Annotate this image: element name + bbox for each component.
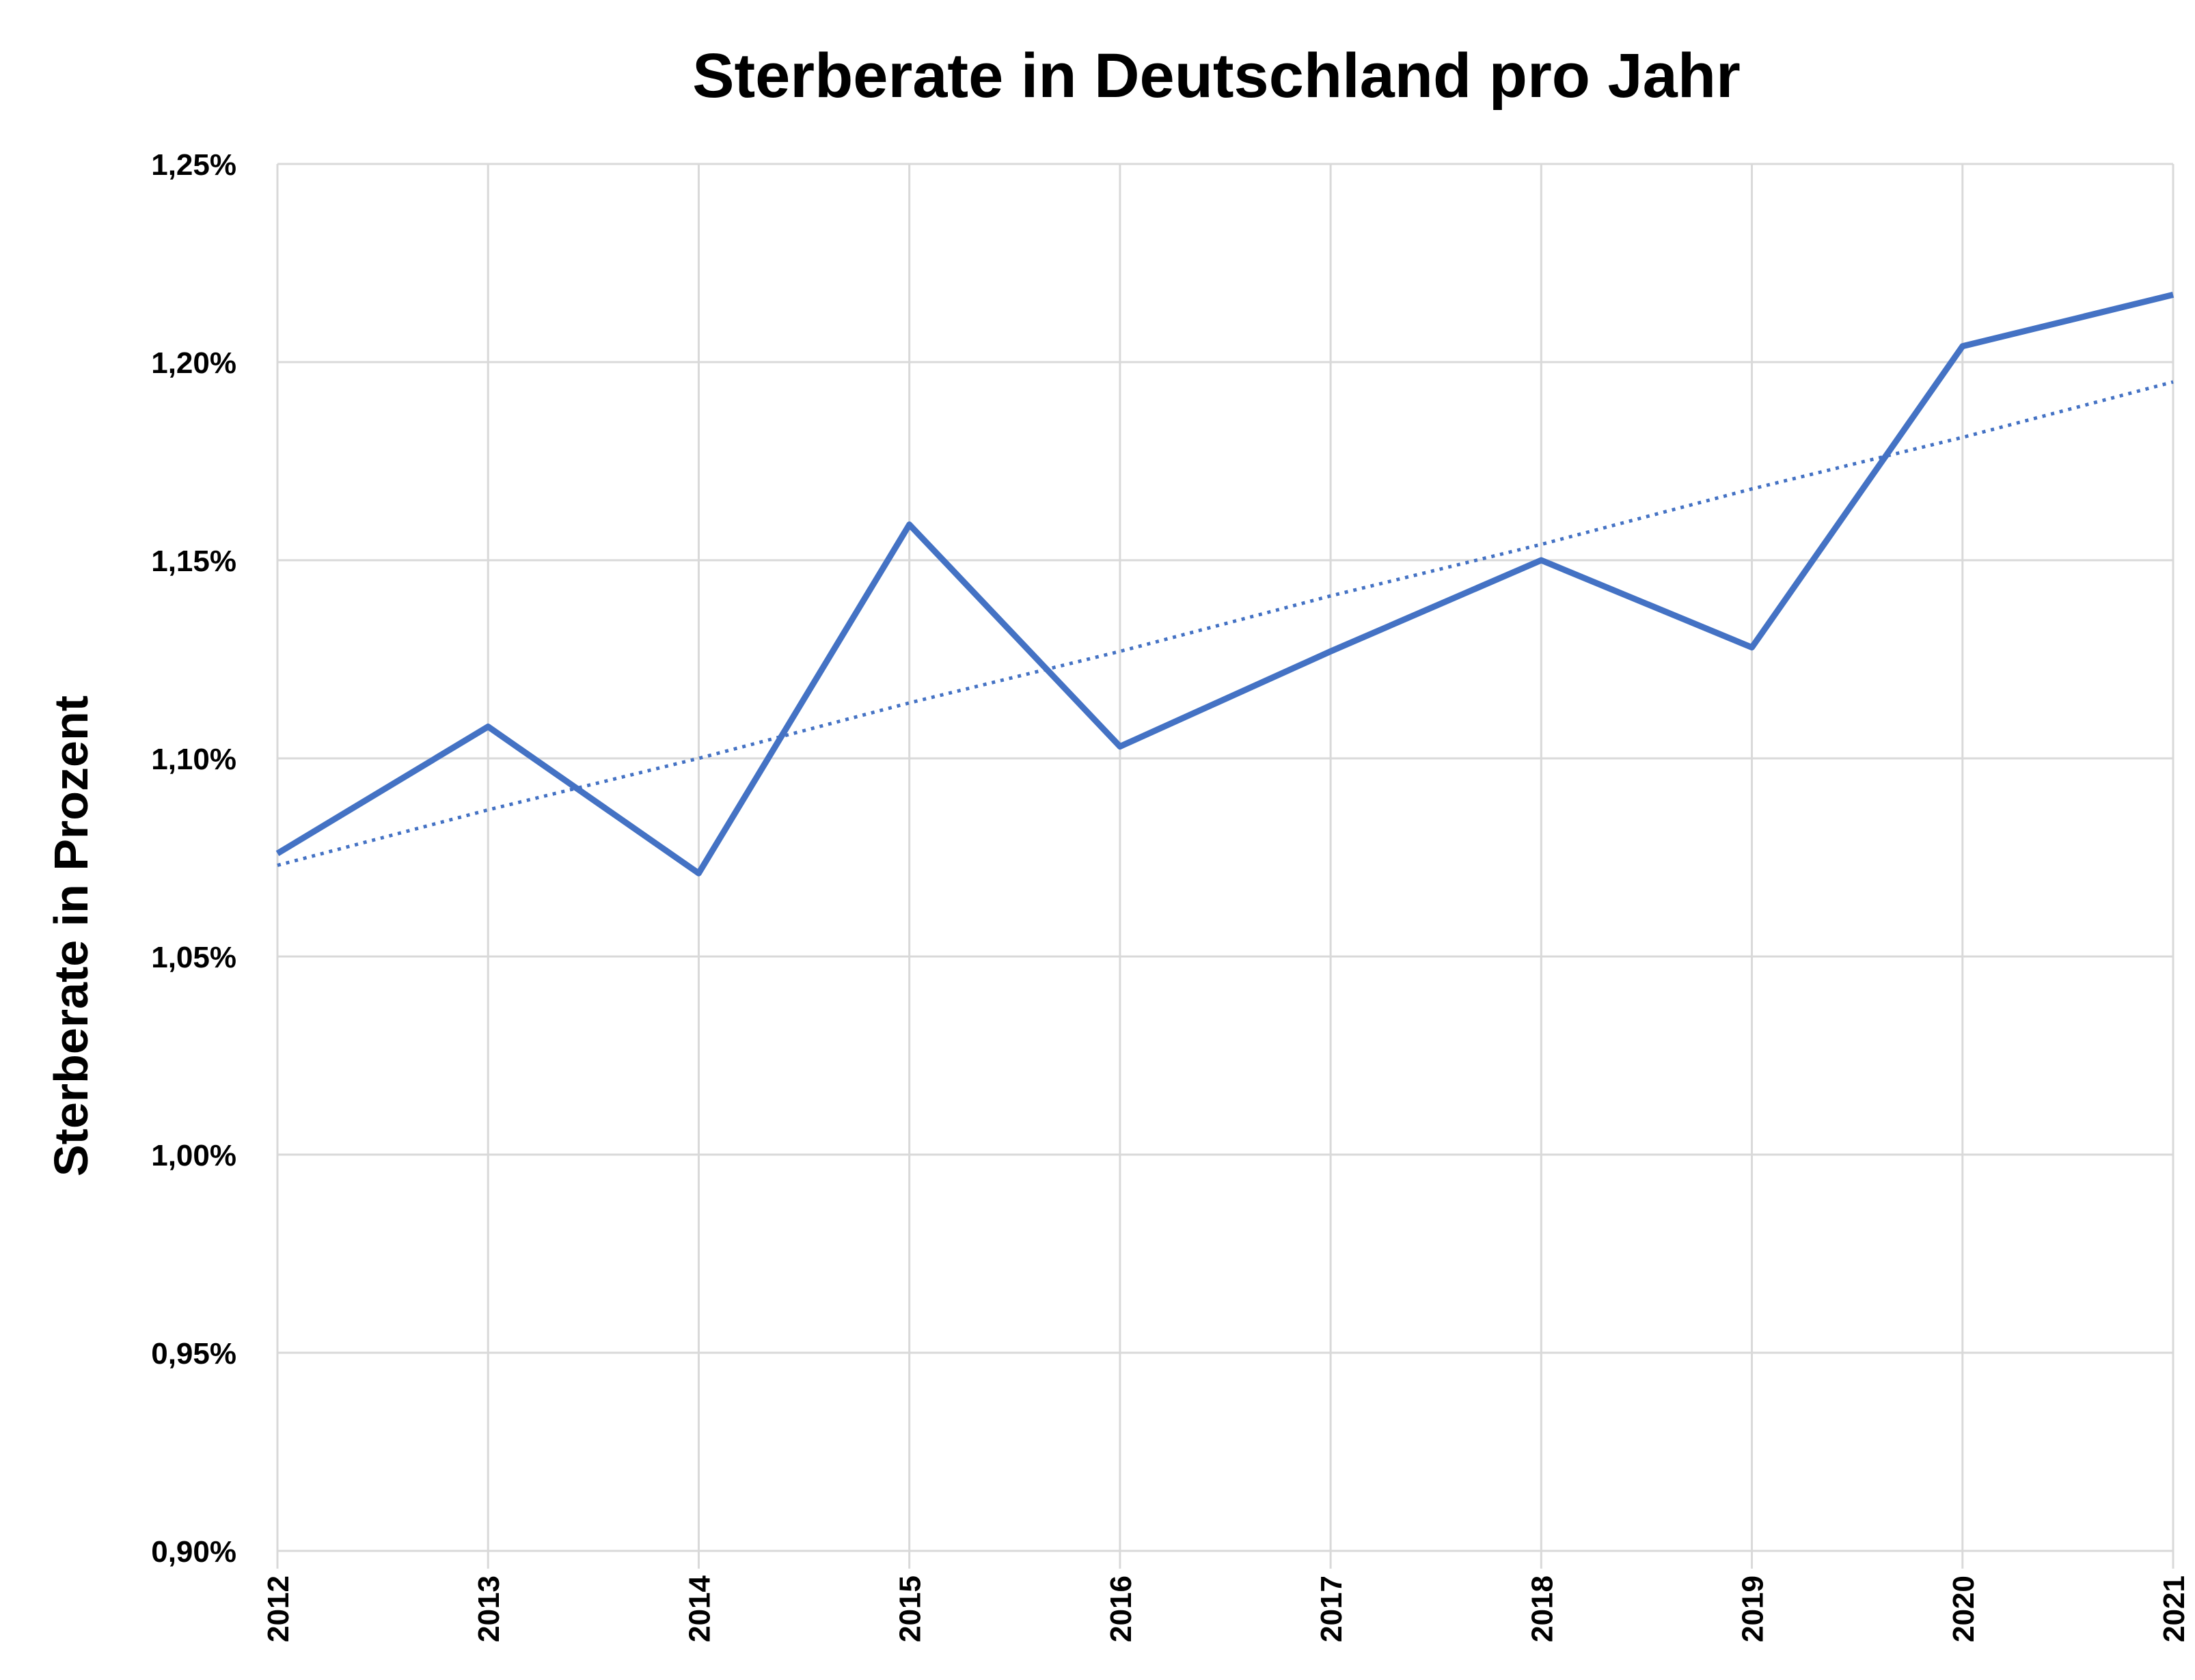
y-tick-label: 1,10% [151,743,236,776]
data-point [1540,560,1542,561]
y-tick-label: 0,90% [151,1535,236,1569]
y-axis-label: Sterberate in Prozent [44,696,98,1176]
x-tick-label: 2020 [1947,1575,1980,1642]
y-tick-label: 1,15% [151,545,236,578]
data-point [1119,746,1121,747]
x-tick-label: 2018 [1525,1575,1559,1642]
data-point [1330,650,1331,652]
y-tick-label: 0,95% [151,1337,236,1371]
data-point [909,524,910,525]
x-tick-label: 2019 [1736,1575,1770,1642]
y-tick-label: 1,20% [151,346,236,380]
x-tick-label: 2016 [1104,1575,1138,1642]
x-tick-label: 2017 [1315,1575,1348,1642]
data-point [487,726,489,728]
data-point [698,872,699,874]
y-tick-label: 1,05% [151,941,236,974]
data-point [2172,294,2174,295]
data-point [277,853,278,854]
x-tick-label: 2014 [683,1575,716,1642]
y-tick-label: 1,25% [151,148,236,182]
data-point [1751,647,1753,648]
y-tick-label: 1,00% [151,1139,236,1172]
series-line [275,292,2174,877]
trendline [277,380,2174,868]
series-layer [275,292,2174,877]
chart-title: Sterberate in Deutschland pro Jahr [692,41,1741,111]
data-point [1962,346,1963,347]
x-tick-label: 2015 [894,1575,927,1642]
x-tick-label: 2021 [2157,1575,2191,1642]
grid [276,163,2174,1569]
x-tick-label: 2012 [262,1575,295,1642]
x-tick-label: 2013 [472,1575,506,1642]
tick-labels: 0,90% 0,95% 1,00% 1,05% 1,10% 1,15% 1,20% 1,25%… [151,148,2191,1642]
